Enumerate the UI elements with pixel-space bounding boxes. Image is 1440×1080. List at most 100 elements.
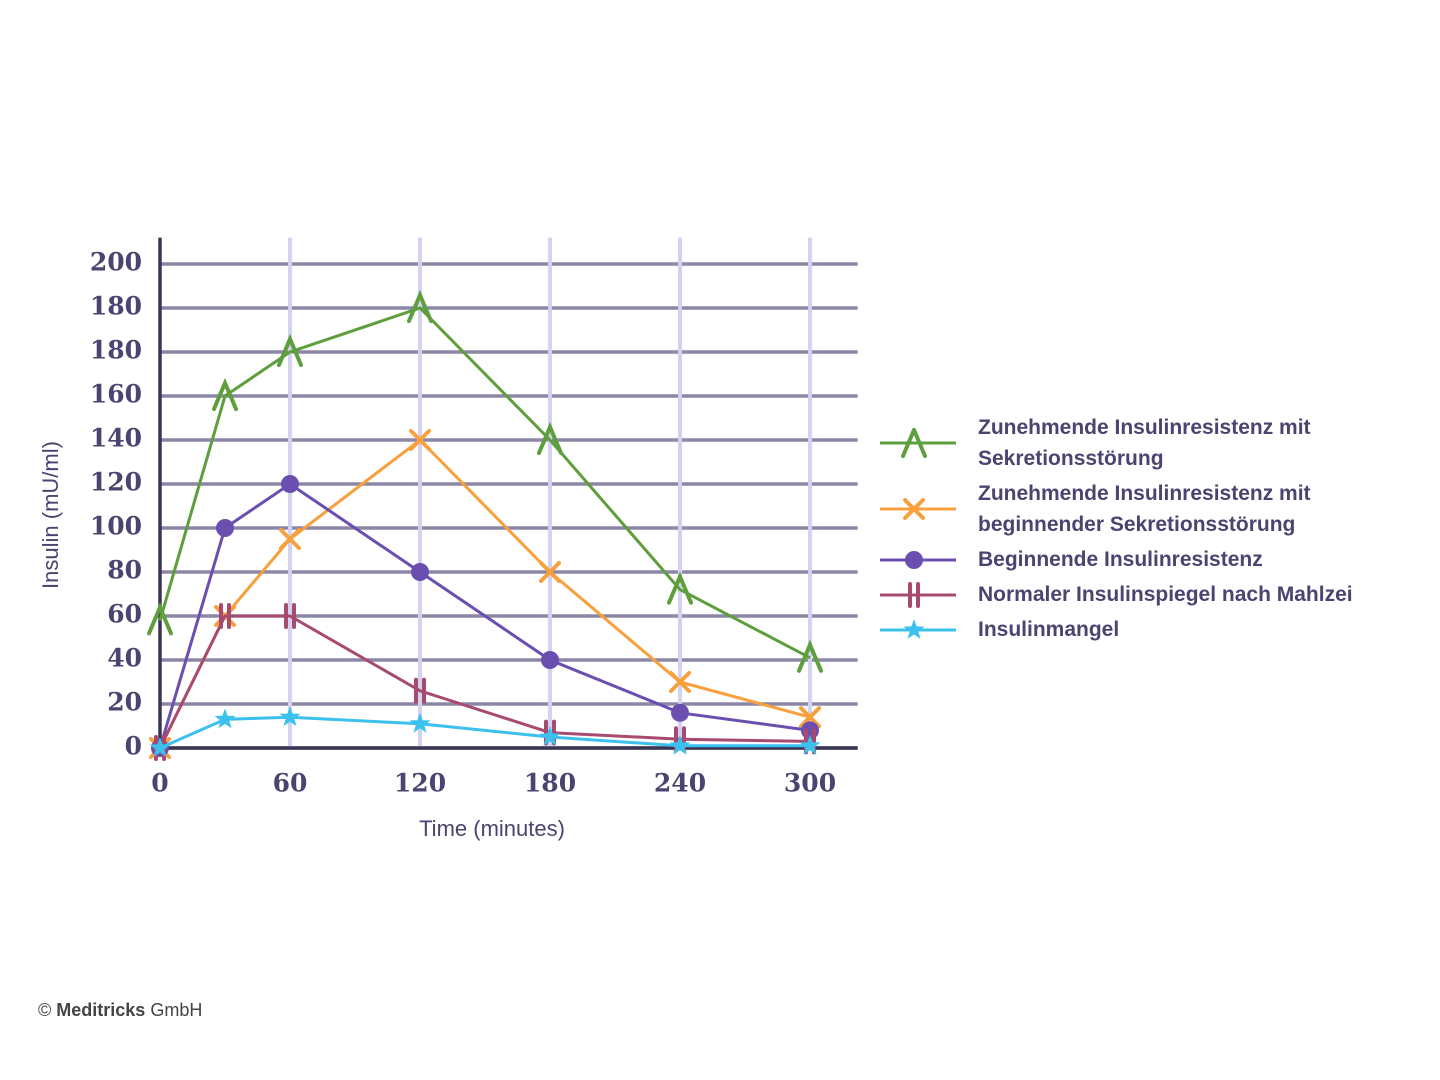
legend-sample (880, 581, 956, 608)
company-suffix: GmbH (150, 1000, 203, 1020)
data-point (669, 671, 691, 693)
marker-shape (901, 428, 927, 458)
marker-shape (669, 671, 691, 693)
data-point (149, 737, 171, 757)
data-point (539, 726, 561, 746)
data-point (147, 602, 173, 636)
legend-marker (905, 550, 923, 569)
series-line (158, 438, 811, 749)
y-tick-label: 160 (90, 380, 142, 409)
marker-shape (216, 519, 234, 537)
data-point (539, 561, 561, 583)
legend: Zunehmende Insulinresistenz mit Sekretio… (878, 412, 1418, 645)
legend-sample (880, 428, 956, 458)
y-tick-label: 200 (90, 248, 142, 277)
marker-shape (149, 737, 171, 757)
data-point (669, 734, 691, 755)
y-tick-label: 40 (107, 644, 142, 673)
data-point (219, 603, 231, 629)
marker-shape (539, 561, 561, 583)
brand: Meditricks (56, 1000, 146, 1020)
marker-shape (903, 618, 925, 639)
data-point (799, 706, 821, 729)
y-tick-label: 60 (107, 600, 142, 629)
marker-shape (411, 563, 429, 581)
y-tick-label: 20 (107, 688, 142, 717)
data-point (411, 563, 429, 581)
legend-marker (903, 498, 925, 520)
y-tick-label: 80 (107, 556, 142, 585)
legend-sample (880, 550, 956, 569)
marker-shape (212, 377, 238, 411)
marker-shape (277, 333, 303, 367)
legend-item: Zunehmende Insulinresistenz mit beginnen… (878, 478, 1418, 540)
data-point (537, 421, 563, 455)
legend-item: Insulinmangel (878, 614, 1418, 645)
legend-label: Zunehmende Insulinresistenz mit Sekretio… (978, 416, 1311, 470)
grid (160, 237, 858, 750)
series-line (158, 306, 811, 660)
legend-marker (903, 618, 925, 639)
marker-shape (799, 734, 821, 755)
y-tick-label: 180 (90, 336, 142, 365)
marker-shape (905, 550, 923, 569)
legend-item: Beginnende Insulinresistenz (878, 544, 1418, 575)
y-axis-label: Insulin (mU/ml) (38, 441, 63, 589)
data-point (671, 703, 689, 722)
legend-marker (901, 428, 927, 458)
data-point (279, 706, 301, 727)
footer: © Meditricks GmbH (38, 1000, 202, 1021)
marker-shape (279, 528, 301, 550)
data-point (797, 639, 823, 673)
data-point (799, 734, 821, 755)
legend-label: Beginnende Insulinresistenz (978, 548, 1263, 571)
x-tick-label: 240 (654, 769, 706, 798)
data-point (409, 712, 431, 733)
legend-sample (880, 618, 956, 639)
series-line (158, 614, 811, 749)
legend-sample (880, 498, 956, 520)
y-tick-label: 140 (90, 424, 142, 453)
y-tick-label: 120 (90, 468, 142, 497)
legend-item: Zunehmende Insulinresistenz mit Sekretio… (878, 412, 1418, 474)
marker-shape (667, 571, 693, 605)
marker-shape (903, 498, 925, 520)
x-tick-label: 180 (524, 769, 576, 798)
marker-shape (539, 726, 561, 746)
data-point (284, 603, 296, 629)
marker-shape (799, 706, 821, 729)
data-point (281, 475, 299, 493)
data-point (216, 519, 234, 537)
legend-label: Normaler Insulinspiegel nach Mahlzei (978, 583, 1353, 606)
y-tick-label: 180 (90, 292, 142, 321)
x-tick-label: 60 (273, 769, 308, 798)
data-point (409, 429, 431, 451)
marker-shape (537, 421, 563, 455)
marker-shape (541, 651, 559, 669)
marker-shape (671, 703, 689, 722)
marker-shape (214, 708, 236, 729)
data-point (407, 289, 433, 323)
y-tick-label: 0 (125, 732, 142, 761)
marker-shape (409, 429, 431, 451)
legend-item: Normaler Insulinspiegel nach Mahlzei (878, 579, 1418, 610)
marker-shape (407, 289, 433, 323)
copyright-symbol: © (38, 1000, 52, 1020)
marker-shape (147, 602, 173, 636)
legend-label: Zunehmende Insulinresistenz mit beginnen… (978, 482, 1311, 536)
x-tick-label: 120 (394, 769, 446, 798)
marker-shape (409, 712, 431, 733)
data-point (279, 528, 301, 550)
series-line (159, 715, 810, 750)
data-point (414, 677, 426, 704)
marker-shape (797, 639, 823, 673)
legend-label: Insulinmangel (978, 618, 1120, 641)
marker-shape (279, 706, 301, 727)
x-tick-label: 0 (151, 769, 168, 798)
data-point (277, 333, 303, 367)
marker-shape (281, 475, 299, 493)
data-point (214, 708, 236, 729)
data-point (541, 651, 559, 669)
